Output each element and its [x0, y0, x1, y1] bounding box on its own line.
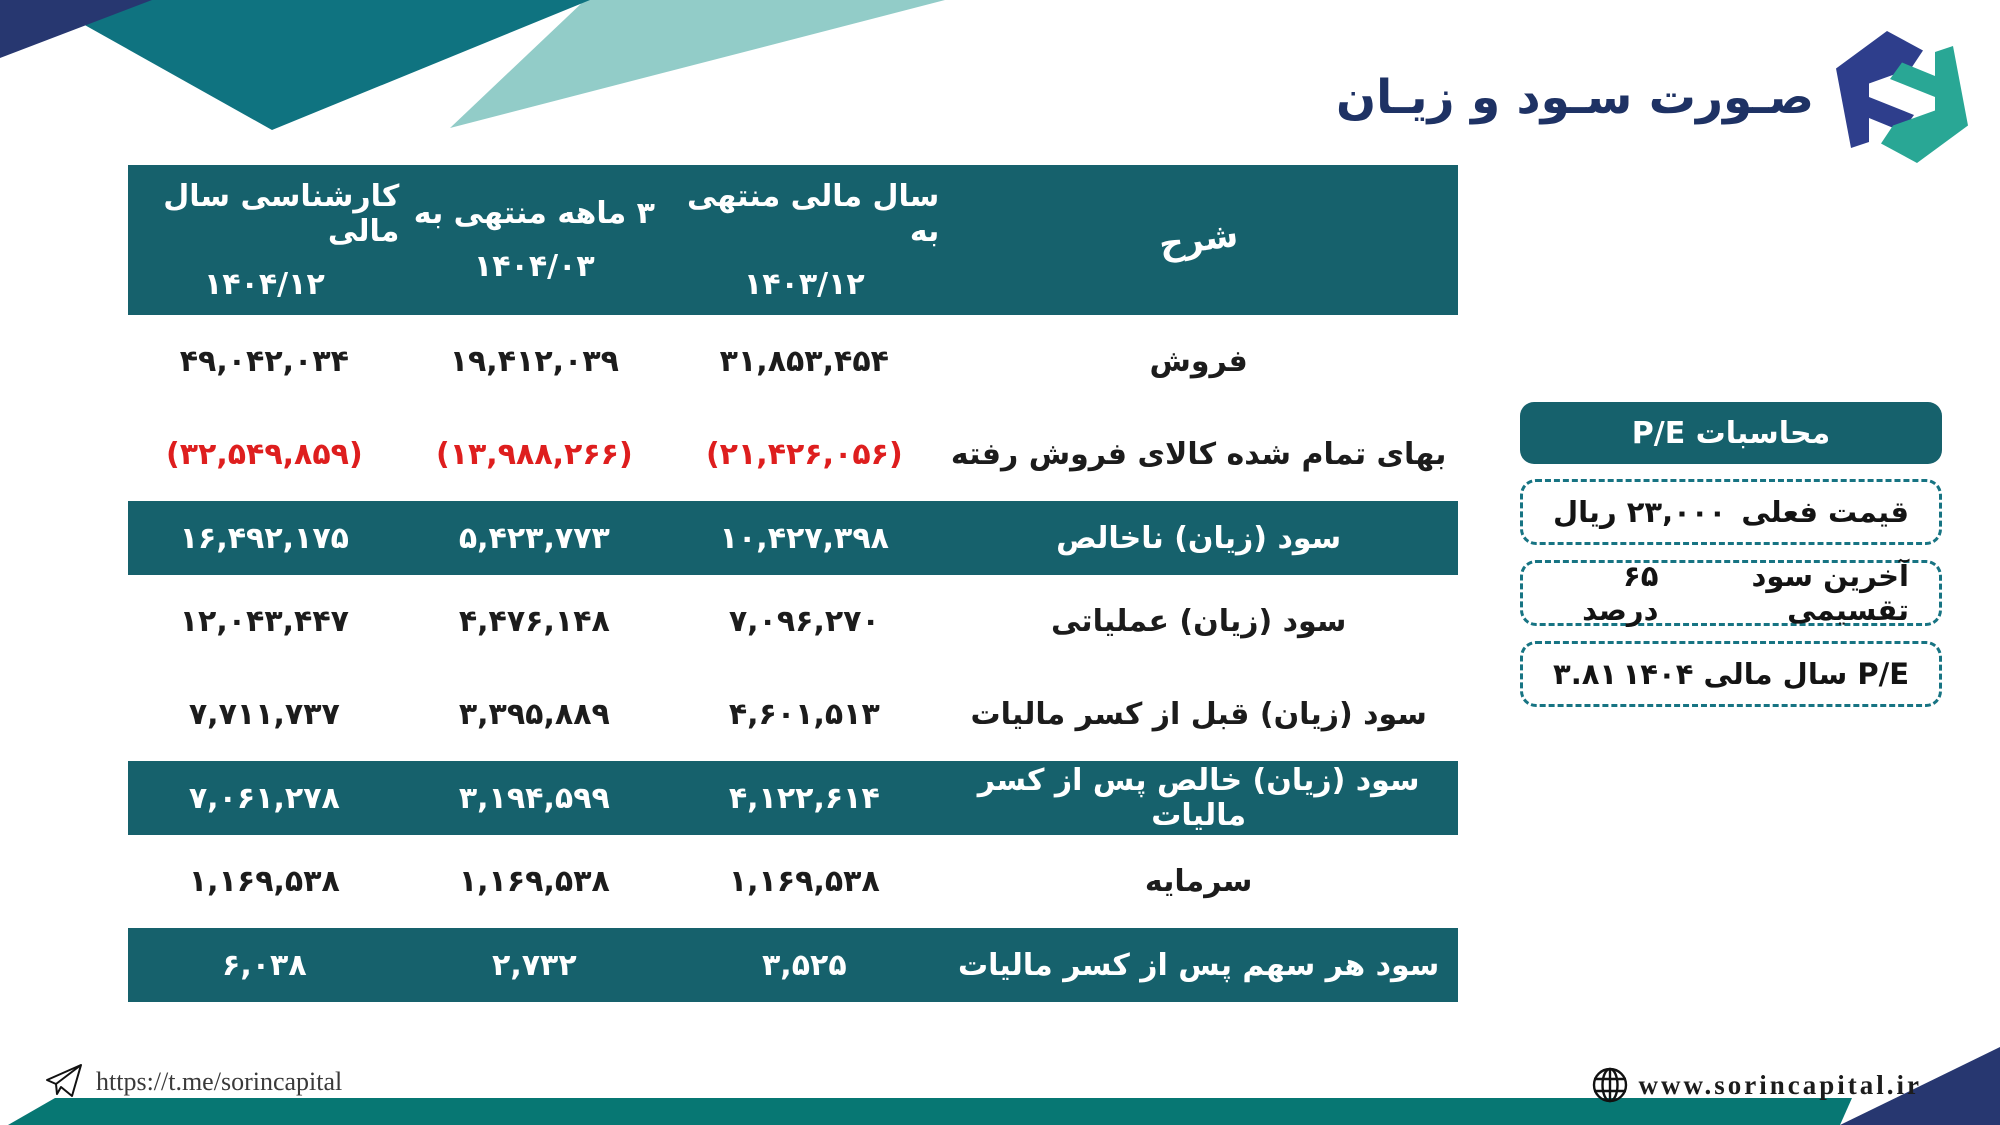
header-quarter: ۳ ماهه منتهی به ۱۴۰۴/۰۳ [413, 196, 655, 284]
table-header-row: شرح سال مالی منتهی به ۱۴۰۳/۱۲ ۳ ماهه منت… [128, 165, 1458, 315]
deco-light-teal-wedge [450, 0, 945, 128]
globe-icon [1592, 1067, 1627, 1103]
table-row-net-profit: سود (زیان) خالص پس از کسر مالیات ۴,۱۲۲,۶… [128, 761, 1458, 835]
pe-item-label: قیمت فعلی [1741, 495, 1909, 529]
website-link[interactable]: www.sorincapital.ir [1591, 1066, 1923, 1104]
website-url[interactable]: www.sorincapital.ir [1638, 1069, 1922, 1100]
logo-navy-half [1836, 31, 1923, 148]
pe-item-label: آخرین سود تقسیمی [1751, 559, 1909, 627]
header-estimate: کارشناسی سال مالی ۱۴۰۴/۱۲ [163, 178, 400, 302]
income-statement-table: شرح سال مالی منتهی به ۱۴۰۳/۱۲ ۳ ماهه منت… [128, 165, 1458, 1002]
table-row-sales: فروش ۳۱,۸۵۳,۴۵۴ ۱۹,۴۱۲,۰۳۹ ۴۹,۰۴۲,۰۳۴ [179, 344, 1248, 379]
sorin-capital-logo [1836, 31, 1968, 163]
telegram-url[interactable]: https://t.me/sorincapital [96, 1067, 343, 1096]
pe-item-value: ۶۵ درصد [1582, 559, 1659, 627]
page-title: صـورت سـود و زیـان [1336, 70, 1814, 125]
table-row-gross-profit: سود (زیان) ناخالص ۱۰,۴۲۷,۳۹۸ ۵,۴۲۳,۷۷۳ ۱… [128, 501, 1458, 575]
header-desc: شرح [1156, 214, 1241, 266]
footer-teal-bar [8, 1098, 1852, 1125]
telegram-link[interactable]: https://t.me/sorincapital [44, 1062, 342, 1102]
table-row-profit-before-tax: سود (زیان) قبل از کسر مالیات ۴,۶۰۱,۵۱۳ ۳… [188, 697, 1427, 732]
table-row-eps: سود هر سهم پس از کسر مالیات ۳,۵۲۵ ۲,۷۳۲ … [128, 928, 1458, 1002]
pe-panel-title: محاسبات P/E [1520, 402, 1942, 464]
deco-navy-corner-triangle [0, 0, 152, 58]
telegram-icon [46, 1064, 82, 1097]
pe-item-value: ۲۳,۰۰۰ ریال [1553, 495, 1727, 529]
pe-item-label: P/E سال مالی ۱۴۰۴ [1622, 657, 1909, 691]
table-row-operating-profit: سود (زیان) عملیاتی ۷,۰۹۶,۲۷۰ ۴,۴۷۶,۱۴۸ ۱… [179, 604, 1347, 639]
pe-item-pe-ratio: P/E سال مالی ۱۴۰۴ ۳.۸۱ [1520, 641, 1942, 707]
logo-teal-half [1881, 46, 1968, 163]
header-fiscal-year: سال مالی منتهی به ۱۴۰۳/۱۲ [686, 178, 940, 302]
table-row-cogs: بهای تمام شده کالای فروش رفته (۲۱,۴۲۶,۰۵… [165, 437, 1447, 472]
pe-calculations-panel: محاسبات P/E قیمت فعلی ۲۳,۰۰۰ ریال آخرین … [1520, 402, 1942, 707]
deco-dark-teal-wedge [40, 0, 590, 130]
pe-item-current-price: قیمت فعلی ۲۳,۰۰۰ ریال [1520, 479, 1942, 545]
top-left-decoration [0, 0, 945, 130]
table-row-capital: سرمایه ۱,۱۶۹,۵۳۸ ۱,۱۶۹,۵۳۸ ۱,۱۶۹,۵۳۸ [188, 864, 1253, 899]
pe-item-value: ۳.۸۱ [1553, 657, 1618, 691]
pe-item-last-dividend: آخرین سود تقسیمی ۶۵ درصد [1520, 559, 1942, 627]
